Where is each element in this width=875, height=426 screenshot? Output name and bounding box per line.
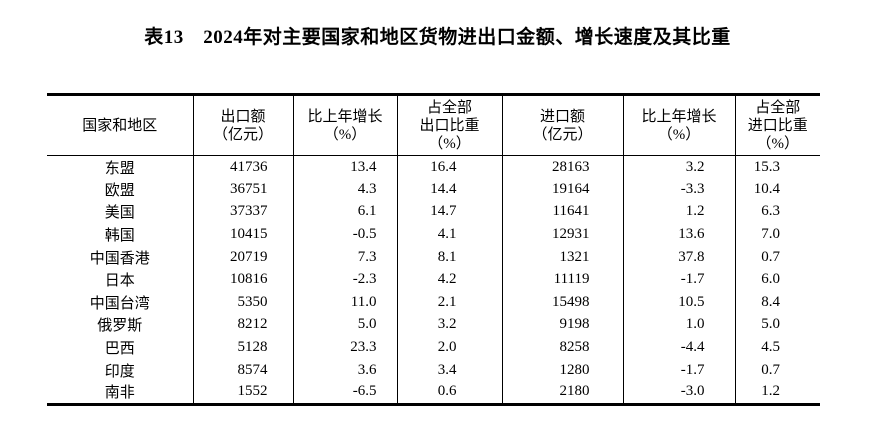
cell-export-share: 4.1 — [396, 223, 502, 246]
cell-import: 9198 — [501, 313, 623, 337]
cell-region: 中国台湾 — [89, 295, 150, 312]
cell-import: 2180 — [501, 381, 623, 405]
cell-export: 37337 — [192, 200, 293, 224]
col-header-export-growth: 比上年增长 （%） — [292, 94, 397, 156]
cell-region: 巴西 — [104, 341, 135, 358]
cell-export-growth: -2.3 — [292, 268, 397, 292]
cell-import-share: 1.2 — [734, 381, 820, 405]
cell-region: 印度 — [104, 363, 135, 380]
col-header-import: 进口额 （亿元） — [501, 94, 623, 156]
header-row: 国家和地区 出口额 （亿元） 比上年增长 （%） 占全部 出口比重 （%） 进口额 （亿元… — [47, 94, 820, 156]
cell-export: 8574 — [192, 358, 293, 382]
cell-export: 10816 — [192, 268, 293, 292]
cell-import: 15498 — [501, 291, 623, 314]
cell-export: 5350 — [192, 291, 293, 314]
table-row: 俄罗斯 8212 5.0 3.2 9198 1.0 5.0 — [47, 313, 820, 337]
cell-export-share: 2.1 — [396, 291, 502, 314]
cell-region: 俄罗斯 — [97, 318, 143, 335]
cell-export-share: 0.6 — [396, 381, 502, 405]
cell-import-share: 0.7 — [734, 358, 820, 382]
cell-import-share: 15.3 — [734, 155, 820, 179]
col-header-region: 国家和地区 — [47, 94, 193, 156]
cell-export: 5128 — [192, 336, 293, 359]
cell-import: 19164 — [501, 178, 623, 201]
cell-region: 韩国 — [104, 228, 135, 245]
cell-import: 12931 — [501, 223, 623, 246]
cell-export-growth: -6.5 — [292, 381, 397, 405]
cell-import-share: 10.4 — [734, 178, 820, 201]
cell-export-growth: -0.5 — [292, 223, 397, 246]
cell-import-share: 5.0 — [734, 313, 820, 337]
cell-export-growth: 11.0 — [292, 291, 397, 314]
table-row: 美国 37337 6.1 14.7 11641 1.2 6.3 — [47, 200, 820, 224]
cell-export-growth: 23.3 — [292, 336, 397, 359]
cell-export-share: 3.2 — [396, 313, 502, 337]
cell-region: 东盟 — [104, 160, 135, 177]
col-header-import-share: 占全部 进口比重 （%） — [734, 94, 820, 156]
cell-export-share: 3.4 — [396, 358, 502, 382]
table-row: 印度 8574 3.6 3.4 1280 -1.7 0.7 — [47, 358, 820, 382]
cell-import-share: 0.7 — [734, 245, 820, 269]
cell-import-growth: -3.0 — [622, 381, 735, 405]
cell-export-growth: 4.3 — [292, 178, 397, 201]
col-header-export-share: 占全部 出口比重 （%） — [396, 94, 502, 156]
cell-export-share: 4.2 — [396, 268, 502, 292]
cell-import-share: 8.4 — [734, 291, 820, 314]
cell-import-growth: 10.5 — [622, 291, 735, 314]
col-header-export: 出口额 （亿元） — [192, 94, 293, 156]
cell-import: 8258 — [501, 336, 623, 359]
cell-export-growth: 13.4 — [292, 155, 397, 179]
cell-export: 20719 — [192, 245, 293, 269]
table-row: 东盟 41736 13.4 16.4 28163 3.2 15.3 — [47, 155, 820, 179]
cell-import-growth: 13.6 — [622, 223, 735, 246]
cell-export: 10415 — [192, 223, 293, 246]
cell-import-growth: -1.7 — [622, 268, 735, 292]
cell-import: 11641 — [501, 200, 623, 224]
cell-import: 28163 — [501, 155, 623, 179]
cell-region: 欧盟 — [104, 182, 135, 199]
cell-export-share: 2.0 — [396, 336, 502, 359]
cell-import: 1280 — [501, 358, 623, 382]
cell-export-share: 8.1 — [396, 245, 502, 269]
cell-region: 南非 — [104, 385, 135, 402]
table-row: 巴西 5128 23.3 2.0 8258 -4.4 4.5 — [47, 336, 820, 359]
cell-import-growth: -1.7 — [622, 358, 735, 382]
cell-import-share: 4.5 — [734, 336, 820, 359]
cell-import-growth: -4.4 — [622, 336, 735, 359]
table-row: 日本 10816 -2.3 4.2 11119 -1.7 6.0 — [47, 268, 820, 292]
cell-export-share: 14.7 — [396, 200, 502, 224]
cell-export-growth: 7.3 — [292, 245, 397, 269]
table-row: 中国台湾 5350 11.0 2.1 15498 10.5 8.4 — [47, 291, 820, 314]
data-table: 国家和地区 出口额 （亿元） 比上年增长 （%） 占全部 出口比重 （%） 进口额 （亿元… — [47, 93, 820, 406]
cell-import-growth: 1.0 — [622, 313, 735, 337]
cell-export-share: 14.4 — [396, 178, 502, 201]
cell-export: 1552 — [192, 381, 293, 405]
cell-export-growth: 3.6 — [292, 358, 397, 382]
cell-import: 11119 — [501, 268, 623, 292]
table-container: 国家和地区 出口额 （亿元） 比上年增长 （%） 占全部 出口比重 （%） 进口额 （亿元… — [47, 93, 820, 406]
cell-export-share: 16.4 — [396, 155, 502, 179]
cell-region: 中国香港 — [89, 250, 150, 267]
col-header-import-growth: 比上年增长 （%） — [622, 94, 735, 156]
cell-export: 36751 — [192, 178, 293, 201]
cell-export: 8212 — [192, 313, 293, 337]
cell-import-growth: 1.2 — [622, 200, 735, 224]
page-title: 表13 2024年对主要国家和地区货物进出口金额、增长速度及其比重 — [144, 27, 731, 48]
cell-import: 1321 — [501, 245, 623, 269]
cell-import-growth: -3.3 — [622, 178, 735, 201]
cell-export-growth: 5.0 — [292, 313, 397, 337]
cell-import-share: 7.0 — [734, 223, 820, 246]
table-row: 欧盟 36751 4.3 14.4 19164 -3.3 10.4 — [47, 178, 820, 201]
cell-export: 41736 — [192, 155, 293, 179]
table-row: 南非 1552 -6.5 0.6 2180 -3.0 1.2 — [47, 381, 820, 405]
cell-region: 美国 — [104, 205, 135, 222]
cell-export-growth: 6.1 — [292, 200, 397, 224]
table-row: 韩国 10415 -0.5 4.1 12931 13.6 7.0 — [47, 223, 820, 246]
cell-import-growth: 37.8 — [622, 245, 735, 269]
cell-import-share: 6.3 — [734, 200, 820, 224]
cell-region: 日本 — [104, 273, 135, 290]
table-row: 中国香港 20719 7.3 8.1 1321 37.8 0.7 — [47, 245, 820, 269]
cell-import-share: 6.0 — [734, 268, 820, 292]
cell-import-growth: 3.2 — [622, 155, 735, 179]
